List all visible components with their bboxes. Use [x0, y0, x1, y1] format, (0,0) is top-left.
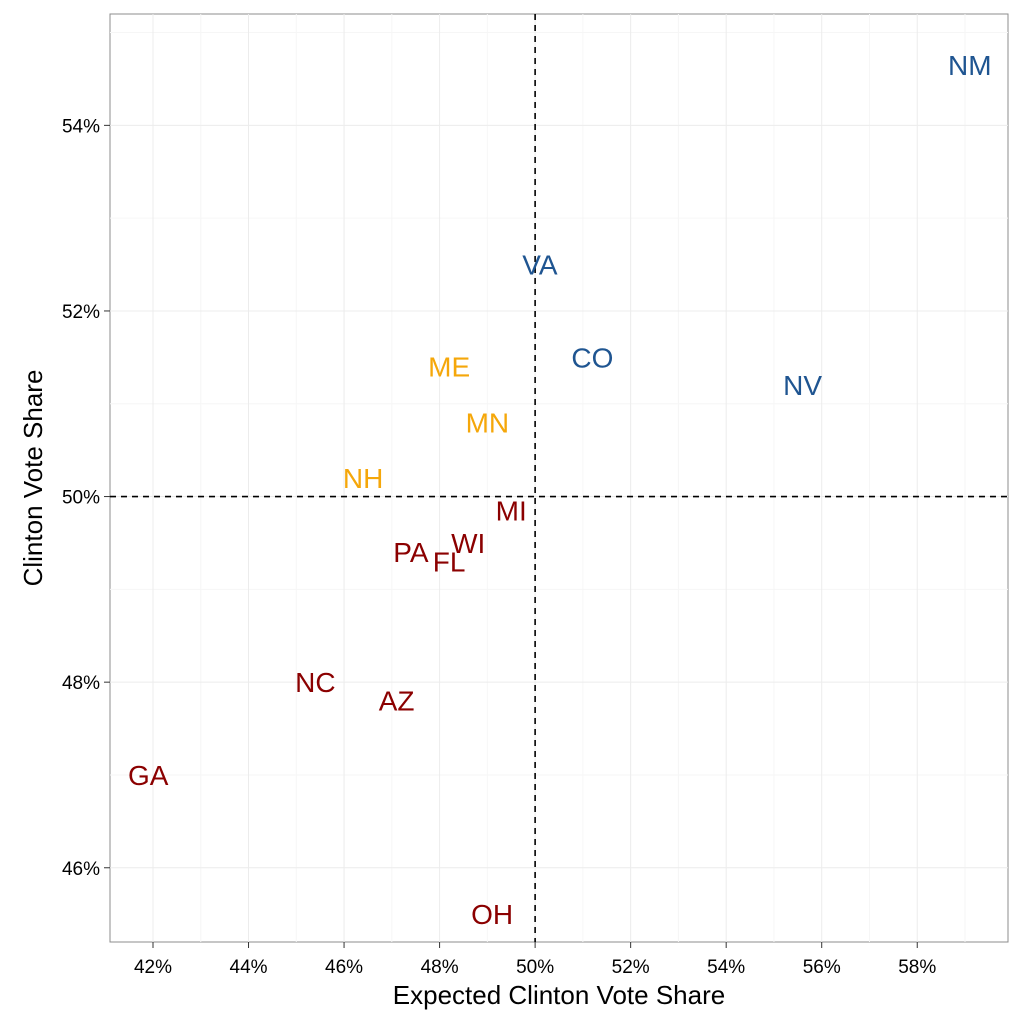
point-label-oh: OH — [471, 899, 513, 930]
point-label-nh: NH — [343, 463, 383, 494]
point-label-fl: FL — [433, 547, 466, 578]
y-tick-label: 46% — [62, 859, 100, 880]
point-label-nm: NM — [948, 50, 992, 81]
point-label-me: ME — [428, 352, 470, 383]
x-tick-label: 52% — [612, 957, 650, 978]
x-tick-label: 50% — [516, 957, 554, 978]
y-axis: 46% 48% 50% 52% 54% — [62, 116, 110, 880]
point-label-az: AZ — [379, 686, 415, 717]
x-axis: 42% 44% 46% 48% 50% 52% 54% 56% 58% — [134, 942, 936, 978]
y-axis-title: Clinton Vote Share — [18, 370, 48, 587]
x-tick-label: 46% — [325, 957, 363, 978]
point-label-wi: WI — [451, 528, 485, 559]
plot-panel — [109, 13, 1009, 943]
x-tick-label: 48% — [421, 957, 459, 978]
y-tick-label: 48% — [62, 673, 100, 694]
x-tick-label: 42% — [134, 957, 172, 978]
point-label-nv: NV — [783, 370, 822, 401]
x-tick-label: 58% — [898, 957, 936, 978]
point-label-co: CO — [571, 342, 613, 373]
y-tick-label: 52% — [62, 302, 100, 323]
point-label-mn: MN — [466, 407, 510, 438]
point-label-mi: MI — [496, 495, 527, 526]
point-labels: NM VA CO NV ME MN NH MI WI PA FL NC AZ GA OH — [128, 50, 992, 930]
point-label-ga: GA — [128, 760, 169, 791]
x-axis-title: Expected Clinton Vote Share — [393, 980, 725, 1010]
x-tick-label: 56% — [803, 957, 841, 978]
point-label-pa: PA — [393, 537, 429, 568]
x-tick-label: 54% — [707, 957, 745, 978]
grid-lines — [110, 14, 1008, 942]
x-tick-label: 44% — [230, 957, 268, 978]
y-tick-label: 50% — [62, 488, 100, 509]
point-label-nc: NC — [295, 667, 335, 698]
reference-lines — [110, 14, 1008, 942]
y-tick-label: 54% — [62, 116, 100, 137]
point-label-va: VA — [522, 250, 558, 281]
